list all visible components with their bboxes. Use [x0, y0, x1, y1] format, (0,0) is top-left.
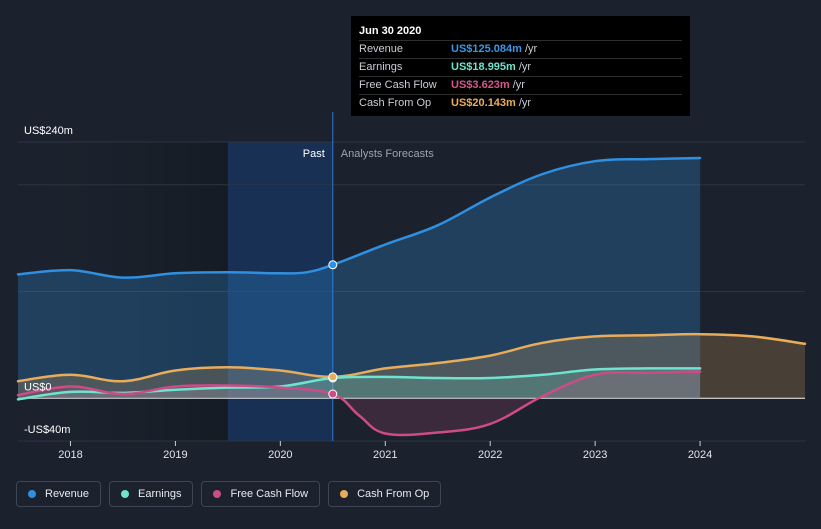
- tooltip-value: US$20.143m: [451, 97, 516, 109]
- legend-item-cash-from-op[interactable]: Cash From Op: [328, 481, 442, 507]
- data-point-free-cash-flow: [328, 389, 338, 399]
- legend-item-free-cash-flow[interactable]: Free Cash Flow: [201, 481, 321, 507]
- tooltip-value: US$18.995m: [451, 61, 516, 73]
- tooltip-row-free-cash-flow: Free Cash Flow US$3.623m /yr: [359, 76, 682, 94]
- tooltip-unit: /yr: [518, 97, 532, 109]
- x-tick-label: 2023: [583, 449, 607, 461]
- tooltip-label: Revenue: [359, 43, 404, 55]
- legend-label: Free Cash Flow: [230, 488, 309, 500]
- legend-label: Revenue: [45, 488, 90, 500]
- legend-label: Cash From Op: [357, 488, 430, 500]
- tooltip-label: Cash From Op: [359, 97, 432, 109]
- legend: Revenue Earnings Free Cash Flow Cash Fro…: [16, 481, 442, 509]
- tooltip-unit: /yr: [524, 43, 538, 55]
- legend-item-revenue[interactable]: Revenue: [16, 481, 102, 507]
- y-tick-label: -US$40m: [24, 424, 70, 436]
- tooltip-value: US$125.084m: [451, 43, 522, 55]
- data-point-cash-from-op: [328, 372, 338, 382]
- tooltip-label: Earnings: [359, 61, 403, 73]
- legend-dot-icon: [213, 490, 222, 498]
- tooltip-unit: /yr: [512, 79, 525, 91]
- legend-label: Earnings: [138, 488, 182, 500]
- legend-dot-icon: [121, 490, 130, 498]
- tooltip-row-revenue: Revenue US$125.084m /yr: [359, 40, 682, 58]
- forecast-label: Analysts Forecasts: [341, 148, 434, 160]
- data-point-revenue: [328, 260, 338, 270]
- series-line-free-cash-flow: [16, 370, 702, 437]
- tooltip-value: US$3.623m: [451, 79, 510, 91]
- y-tick-label: US$0: [24, 381, 52, 393]
- past-label: Past: [303, 148, 325, 160]
- x-tick-label: 2022: [478, 449, 502, 461]
- x-tick-label: 2020: [268, 449, 292, 461]
- tooltip-unit: /yr: [518, 61, 532, 73]
- x-tick-label: 2021: [373, 449, 397, 461]
- tooltip-row-earnings: Earnings US$18.995m /yr: [359, 58, 682, 76]
- series-line-cash-from-op: [16, 332, 807, 383]
- area-free-cash-flow: [18, 371, 701, 435]
- legend-dot-icon: [28, 490, 36, 498]
- legend-item-earnings[interactable]: Earnings: [109, 481, 194, 507]
- x-tick-label: 2019: [163, 449, 187, 461]
- tooltip-label: Free Cash Flow: [359, 79, 437, 91]
- x-tick-label: 2024: [688, 449, 712, 461]
- tooltip-date: Jun 30 2020: [359, 25, 422, 37]
- x-tick-label: 2018: [58, 449, 82, 461]
- tooltip: Jun 30 2020 Revenue US$125.084m /yr Earn…: [351, 16, 690, 116]
- tooltip-row-cash-from-op: Cash From Op US$20.143m /yr: [359, 94, 682, 112]
- y-tick-label: US$240m: [24, 125, 73, 137]
- area-revenue: [18, 158, 701, 399]
- legend-dot-icon: [340, 490, 349, 498]
